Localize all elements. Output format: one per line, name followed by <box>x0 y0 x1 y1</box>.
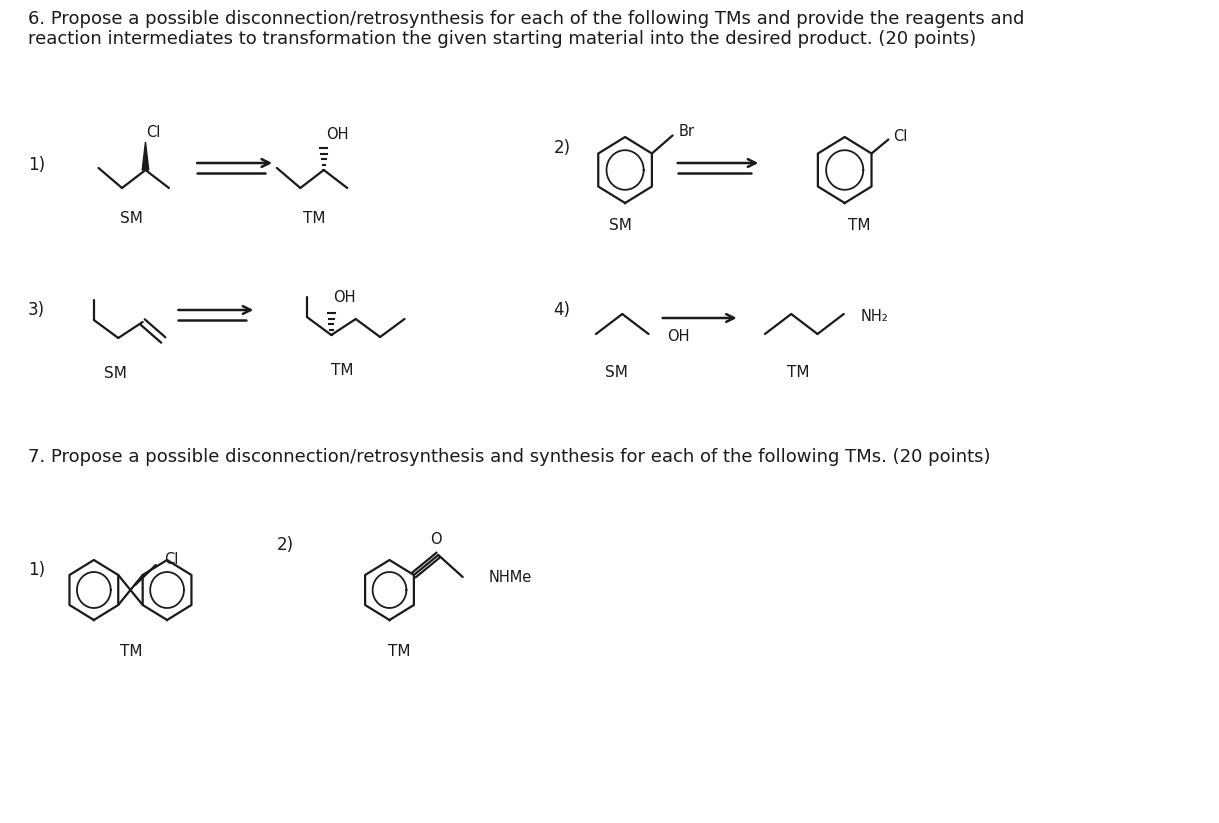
Text: TM: TM <box>121 644 143 659</box>
Text: Cl: Cl <box>146 124 161 140</box>
Text: Cl: Cl <box>165 552 179 568</box>
Text: OH: OH <box>333 290 356 305</box>
Text: 1): 1) <box>28 156 45 174</box>
Text: SM: SM <box>104 365 127 380</box>
Text: TM: TM <box>304 211 325 226</box>
Text: NH₂: NH₂ <box>861 309 889 323</box>
Polygon shape <box>143 142 149 170</box>
Text: 1): 1) <box>28 561 45 579</box>
Text: 4): 4) <box>553 301 570 319</box>
Text: TM: TM <box>847 217 870 233</box>
Text: TM: TM <box>388 644 410 659</box>
Text: OH: OH <box>667 328 690 343</box>
Text: Cl: Cl <box>894 129 907 144</box>
Text: Br: Br <box>678 124 694 139</box>
Text: NHMe: NHMe <box>489 570 533 585</box>
Text: 7. Propose a possible disconnection/retrosynthesis and synthesis for each of the: 7. Propose a possible disconnection/retr… <box>28 448 991 466</box>
Text: O: O <box>430 532 442 546</box>
Text: reaction intermediates to transformation the given starting material into the de: reaction intermediates to transformation… <box>28 30 976 48</box>
Text: SM: SM <box>119 211 143 226</box>
Text: OH: OH <box>325 127 349 142</box>
Text: 2): 2) <box>553 139 570 157</box>
Text: TM: TM <box>332 362 354 378</box>
Text: SM: SM <box>605 365 628 379</box>
Text: 6. Propose a possible disconnection/retrosynthesis for each of the following TMs: 6. Propose a possible disconnection/retr… <box>28 10 1024 28</box>
Text: 3): 3) <box>28 301 45 319</box>
Text: SM: SM <box>610 217 631 233</box>
Text: TM: TM <box>786 365 809 379</box>
Text: 2): 2) <box>277 536 294 554</box>
